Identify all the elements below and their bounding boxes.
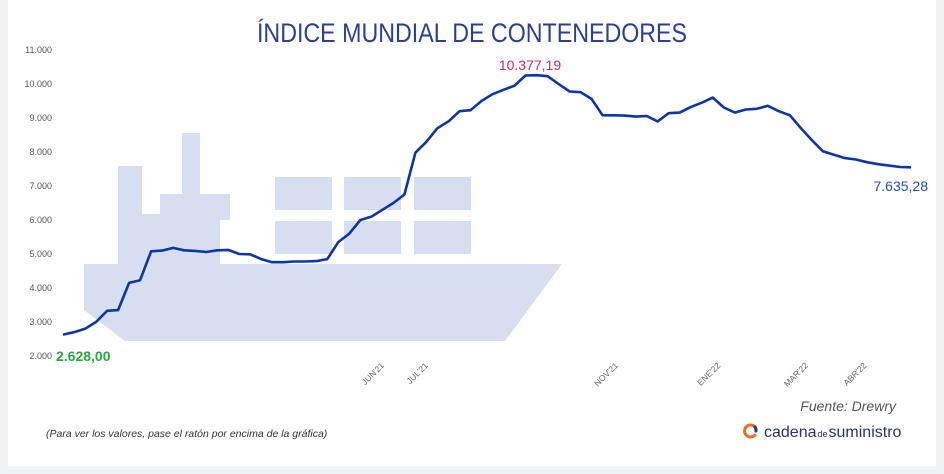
y-tick-label: 6.000 [29,215,52,225]
chart-title: ÍNDICE MUNDIAL DE CONTENEDORES [256,18,688,48]
x-tick-label: ENE'22 [695,360,722,387]
series-lines[interactable] [62,73,912,336]
x-tick-label: JUL'21 [404,360,430,386]
ship-illustration [84,133,562,341]
y-tick-label: 7.000 [29,181,52,191]
y-tick-label: 8.000 [29,147,52,157]
y-tick-label: 11.000 [25,45,52,55]
ship-container-6 [414,221,471,254]
y-tick-label: 5.000 [29,249,52,259]
ship-cabin [200,194,230,220]
y-tick-label: 2.000 [29,351,52,361]
cadena-logo-icon [742,423,758,439]
max-label: 10.377,19 [499,57,561,73]
y-tick-label: 3.000 [29,317,52,327]
ship-mast [182,133,200,266]
ship-cabin-lower [200,220,220,266]
x-tick-label: MAR'22 [782,360,810,388]
ship-container-1 [275,177,332,210]
logo-text-cadena: cadena [764,424,817,441]
ship-container-5 [344,221,401,254]
ship-hull [84,264,562,341]
y-tick-label: 4.000 [29,283,52,293]
x-tick-label: ABR'22 [841,360,868,387]
logo-text-de: de [817,429,828,439]
series-line-0[interactable] [62,73,912,336]
x-axis: JUN'21 JUL'21 NOV'21 ENE'22 MAR'22 ABR'22 [359,360,868,388]
data-labels: 2.628,00 10.377,19 7.635,28 [56,57,928,364]
ship-container-4 [275,221,332,254]
y-axis: 2.000 3.000 4.000 5.000 6.000 7.000 8.000 9.000… [24,45,52,361]
min-label: 2.628,00 [56,348,111,364]
ship-container-3 [414,177,471,210]
ship-funnel-gap [142,214,160,266]
cadena-logo[interactable]: cadena de suministro [742,421,901,443]
y-tick-label: 9.000 [29,113,52,123]
x-tick-label: JUN'21 [359,360,386,387]
last-label: 7.635,28 [874,178,929,194]
ship-bridge [160,194,182,266]
logo-text-suministro: suministro [828,424,902,441]
ship-funnel-left [118,166,142,266]
source-note: Fuente: Drewry [800,398,896,414]
x-tick-label: NOV'21 [592,360,620,388]
y-tick-label: 10.000 [24,79,52,89]
hover-hint: (Para ver los valores, pase el ratón por… [46,428,328,440]
